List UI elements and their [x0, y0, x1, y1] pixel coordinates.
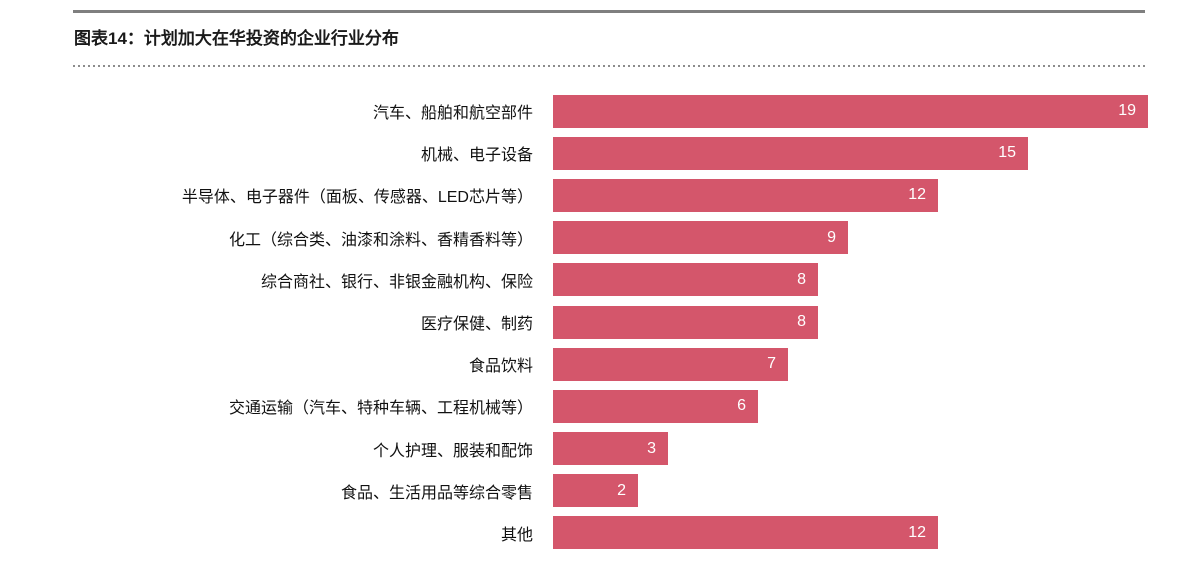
bar: 12	[553, 516, 938, 550]
bar: 6	[553, 389, 758, 423]
bar: 7	[553, 347, 788, 381]
bar: 8	[553, 305, 818, 339]
chart-row: 其他 12	[0, 512, 1196, 554]
plot-area: 8	[553, 305, 1196, 339]
value-label: 8	[797, 270, 806, 288]
value-label: 6	[737, 397, 746, 415]
chart-row: 综合商社、银行、非银金融机构、保险 8	[0, 259, 1196, 301]
dotted-rule	[73, 65, 1145, 67]
category-label: 个人护理、服装和配饰	[372, 442, 533, 460]
figure-title: 图表14：计划加大在华投资的企业行业分布	[74, 29, 399, 48]
bar: 15	[553, 136, 1028, 170]
value-label: 12	[908, 186, 926, 204]
category-label: 汽车、船舶和航空部件	[372, 105, 533, 123]
bar: 19	[553, 94, 1148, 128]
plot-area: 15	[553, 136, 1196, 170]
category-label: 交通运输（汽车、特种车辆、工程机械等）	[228, 400, 533, 418]
plot-area: 12	[553, 516, 1196, 550]
value-label: 7	[767, 355, 776, 373]
category-label: 机械、电子设备	[420, 147, 533, 165]
value-label: 12	[908, 523, 926, 541]
plot-area: 9	[553, 221, 1196, 255]
plot-area: 3	[553, 432, 1196, 466]
chart-row: 医疗保健、制药 8	[0, 301, 1196, 343]
bar: 12	[553, 178, 938, 212]
value-label: 15	[998, 144, 1016, 162]
chart-row: 食品、生活用品等综合零售 2	[0, 470, 1196, 512]
value-label: 3	[647, 439, 656, 457]
plot-area: 2	[553, 474, 1196, 508]
plot-area: 7	[553, 347, 1196, 381]
chart-row: 汽车、船舶和航空部件 19	[0, 90, 1196, 132]
top-rule	[73, 10, 1145, 13]
plot-area: 19	[553, 94, 1196, 128]
chart-row: 半导体、电子器件（面板、传感器、LED芯片等） 12	[0, 174, 1196, 216]
category-label: 半导体、电子器件（面板、传感器、LED芯片等）	[181, 189, 533, 207]
value-label: 19	[1118, 102, 1136, 120]
horizontal-bar-chart: 汽车、船舶和航空部件 19 机械、电子设备 15 半导体、电子器件（面板、传感器、LED…	[0, 90, 1196, 554]
value-label: 2	[617, 481, 626, 499]
category-label: 化工（综合类、油漆和涂料、香精香料等）	[228, 231, 533, 249]
bar: 3	[553, 432, 668, 466]
chart-row: 交通运输（汽车、特种车辆、工程机械等） 6	[0, 385, 1196, 427]
chart-row: 个人护理、服装和配饰 3	[0, 428, 1196, 470]
category-label: 食品饮料	[468, 358, 533, 376]
category-label: 其他	[500, 526, 533, 544]
value-label: 9	[827, 228, 836, 246]
category-label: 医疗保健、制药	[420, 316, 533, 334]
bar: 8	[553, 263, 818, 297]
plot-area: 8	[553, 263, 1196, 297]
chart-row: 机械、电子设备 15	[0, 132, 1196, 174]
category-label: 食品、生活用品等综合零售	[340, 484, 533, 502]
bar: 9	[553, 221, 848, 255]
chart-row: 食品饮料 7	[0, 343, 1196, 385]
category-label: 综合商社、银行、非银金融机构、保险	[260, 273, 533, 291]
plot-area: 12	[553, 178, 1196, 212]
value-label: 8	[797, 313, 806, 331]
figure-header: 图表14：计划加大在华投资的企业行业分布	[73, 0, 1145, 67]
chart-row: 化工（综合类、油漆和涂料、香精香料等） 9	[0, 217, 1196, 259]
bar: 2	[553, 474, 638, 508]
plot-area: 6	[553, 389, 1196, 423]
